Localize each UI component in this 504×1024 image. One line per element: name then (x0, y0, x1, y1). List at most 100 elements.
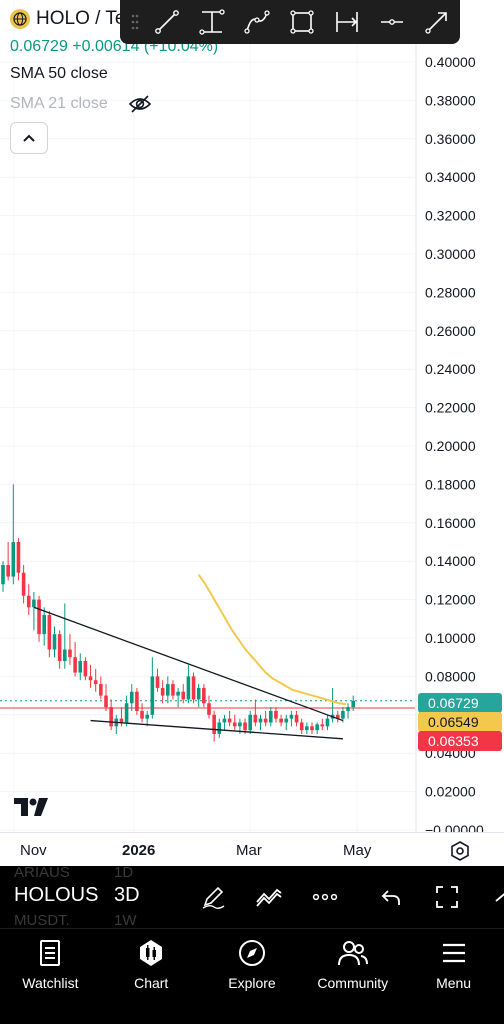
indicator-sma-50[interactable]: SMA 50 close (10, 65, 108, 82)
settings-icon[interactable] (450, 841, 470, 866)
candle-body (181, 691, 186, 700)
nav-label: Watchlist (22, 975, 79, 991)
time-axis[interactable]: Nov 2026 Mar May (0, 832, 504, 866)
price-label-text: 0.06549 (428, 714, 479, 730)
fullscreen-icon[interactable] (430, 880, 464, 914)
vertical-range-icon[interactable] (189, 0, 234, 44)
price-label-badge (418, 712, 502, 732)
candle-body (124, 703, 129, 723)
indicator-sma-21[interactable]: SMA 21 close (10, 95, 108, 112)
ghost-interval: 1D (114, 864, 134, 881)
chart-icon (136, 937, 166, 969)
collapse-legend-button[interactable] (10, 122, 48, 154)
nav-explore[interactable]: Explore (202, 929, 303, 1024)
candle-body (212, 714, 216, 734)
symbol-selector[interactable]: HOLOUS (14, 884, 99, 906)
price-tick-label: −0.00000 (425, 822, 484, 832)
horizontal-line-icon[interactable] (369, 0, 414, 44)
candle-body (191, 676, 196, 700)
pen-icon[interactable] (196, 880, 230, 914)
candle-body (160, 687, 165, 696)
candle-body (145, 714, 149, 719)
ghost-symbol: MUSDT. (14, 912, 70, 929)
candle-body (186, 676, 191, 700)
price-label-text: 0.06729 (428, 695, 479, 711)
price-tick-label: 0.36000 (425, 131, 476, 147)
candle-body (11, 542, 16, 577)
price-tick-label: 0.32000 (425, 208, 476, 224)
candle-body (119, 718, 124, 723)
time-label: Nov (20, 842, 47, 859)
chart-area[interactable]: 0.40000 0.38000 0.36000 0.34000 0.32000 0.300… (0, 0, 504, 832)
nav-label: Menu (436, 975, 472, 991)
candle-body (222, 718, 227, 723)
candle-body (341, 710, 345, 719)
candle-body (21, 572, 26, 596)
price-label-badge (418, 693, 502, 713)
candle-body (253, 714, 258, 723)
candle-body (335, 714, 340, 719)
price-tick-label: 0.24000 (425, 361, 476, 377)
candle-body (104, 695, 108, 708)
candle-body (196, 687, 201, 700)
time-label: 2026 (122, 842, 156, 859)
curve-icon[interactable] (234, 0, 279, 44)
price-label-text: 0.06353 (428, 733, 479, 749)
interval-selector[interactable]: 3D (114, 884, 140, 906)
time-label: May (343, 842, 372, 859)
price-tick-label: 0.20000 (425, 438, 476, 454)
nav-watchlist[interactable]: Watchlist (0, 929, 101, 1024)
nav-chart[interactable]: Chart (101, 929, 202, 1024)
price-chart[interactable]: 0.40000 0.38000 0.36000 0.34000 0.32000 0.300… (0, 0, 504, 832)
compass-icon (238, 937, 266, 969)
price-tick-label: 0.18000 (425, 476, 476, 492)
candle-body (88, 676, 93, 681)
candle-body (346, 707, 350, 711)
candle-body (299, 722, 304, 731)
ghost-interval: 1W (114, 912, 137, 929)
candle-body (135, 691, 139, 711)
candle-body (315, 724, 319, 731)
price-tick-label: 0.26000 (425, 323, 476, 339)
price-tick-label: 0.38000 (425, 92, 476, 108)
rectangle-icon[interactable] (279, 0, 324, 44)
candle-body (155, 676, 160, 688)
symbol-header[interactable]: HOLO / Te (10, 8, 125, 30)
community-icon (337, 937, 369, 969)
trend-line (33, 606, 344, 722)
nav-label: Community (317, 975, 389, 991)
candle-body (109, 707, 113, 727)
chevron-up-icon (23, 134, 35, 142)
nav-community[interactable]: Community (302, 929, 403, 1024)
price-tick-label: 0.16000 (425, 515, 476, 531)
eye-hidden-icon[interactable] (128, 94, 152, 119)
symbol-title: HOLO / Te (36, 8, 126, 29)
date-range-icon[interactable] (324, 0, 369, 44)
indicators-icon[interactable] (252, 880, 286, 914)
candle-body (93, 680, 98, 685)
candle-body (248, 714, 252, 731)
undo-icon[interactable] (374, 880, 408, 914)
candle-body (279, 718, 283, 723)
candle-body (129, 691, 134, 704)
drag-handle-icon[interactable] (126, 10, 144, 34)
candle-body (258, 718, 263, 723)
more-icon[interactable] (308, 880, 342, 914)
menu-icon (441, 937, 467, 969)
arrow-icon[interactable] (414, 0, 459, 44)
candle-body (57, 634, 62, 662)
candle-body (83, 661, 88, 677)
trend-line-icon[interactable] (144, 0, 189, 44)
share-icon[interactable] (486, 880, 504, 914)
candle-body (227, 718, 232, 723)
candle-body (289, 714, 294, 719)
price-label-badge (418, 731, 502, 751)
candle-body (52, 634, 57, 650)
candle-body (140, 710, 144, 719)
candle-body (6, 565, 10, 577)
candle-body (284, 718, 289, 723)
bottom-toolbar: ARIAUS 1D MUSDT. 1W HOLOUS 3D (0, 864, 504, 929)
nav-menu[interactable]: Menu (403, 929, 504, 1024)
price-tick-label: 0.14000 (425, 553, 476, 569)
candle-body (294, 714, 299, 723)
